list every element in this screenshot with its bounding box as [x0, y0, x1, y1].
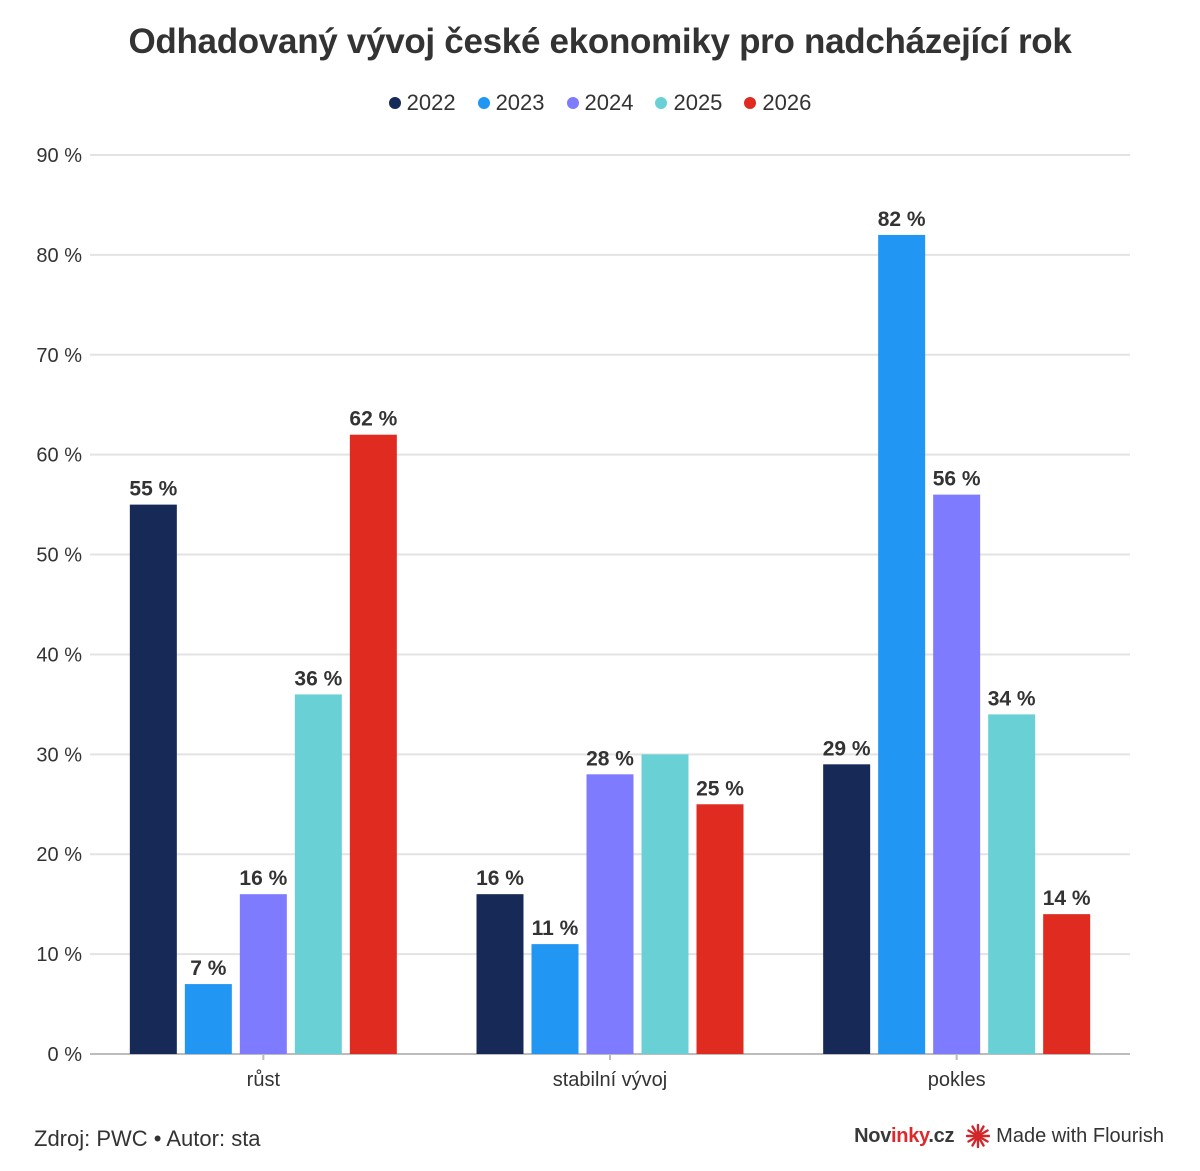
flourish-ray [978, 1125, 985, 1134]
bar-2026-1 [696, 804, 744, 1054]
legend-item-2022[interactable]: 2022 [388, 90, 456, 116]
legend-swatch [388, 97, 401, 109]
legend-item-2024[interactable]: 2024 [566, 90, 634, 116]
source-note: Zdroj: PWC • Autor: sta [34, 1126, 261, 1151]
flourish-ray [967, 1129, 976, 1136]
bar-2022-2 [823, 764, 871, 1054]
legend-label: 2026 [762, 90, 812, 115]
y-tick-label: 80 % [36, 245, 82, 267]
legend-label: 2023 [495, 90, 545, 115]
legend-item-2025[interactable]: 2025 [655, 90, 722, 116]
footer-brand: Novinky.cz Made with Flourish [854, 1124, 1164, 1148]
bar-2025-2 [988, 714, 1036, 1054]
legend-label: 2025 [673, 90, 723, 115]
legend-item-2026[interactable]: 2026 [744, 90, 811, 116]
y-tick-label: 30 % [36, 744, 82, 766]
flourish-ray [980, 1136, 989, 1143]
bar-2022-0 [129, 504, 177, 1055]
data-label: 82 % [878, 208, 926, 231]
novinky-logo[interactable]: Novinky.cz [854, 1124, 955, 1147]
y-tick-label: 40 % [36, 644, 82, 666]
y-tick-label: 10 % [36, 944, 82, 966]
legend: 2022 2023 2024 2025 2026 [0, 90, 1200, 116]
legend-swatch [744, 97, 757, 109]
bar-chart: 0 % 10 % 20 % 30 % 40 % 50 % 60 % 70 % 80 % 90 % 5… [36, 145, 1130, 1091]
x-category-label: růst [247, 1069, 281, 1091]
flourish-ray [967, 1136, 976, 1143]
x-category-label: stabilní vývoj [553, 1069, 668, 1091]
flourish-ray [971, 1138, 978, 1147]
data-label: 56 % [933, 468, 981, 491]
legend-swatch [477, 97, 490, 109]
bar-2024-0 [239, 894, 287, 1054]
y-tick-label: 90 % [36, 145, 82, 167]
flourish-ray [980, 1129, 989, 1136]
x-category-label: pokles [928, 1069, 986, 1091]
bar-2024-2 [933, 494, 981, 1055]
bar-2023-0 [184, 984, 232, 1054]
data-label: 36 % [294, 667, 342, 690]
legend-swatch [655, 97, 668, 109]
y-tick-label: 0 % [48, 1044, 83, 1066]
bar-2025-0 [294, 694, 342, 1054]
bar-2023-1 [531, 944, 579, 1054]
flourish-ray [971, 1125, 978, 1134]
chart-title: Odhadovaný vývoj české ekonomiky pro nad… [128, 22, 1072, 61]
legend-label: 2024 [584, 90, 634, 115]
data-label: 55 % [129, 478, 177, 501]
data-label: 34 % [988, 687, 1036, 710]
legend-label: 2022 [406, 90, 456, 115]
data-label: 28 % [586, 747, 634, 770]
y-tick-label: 50 % [36, 545, 82, 567]
data-label: 29 % [823, 737, 871, 760]
data-label: 11 % [532, 917, 579, 940]
made-with-flourish-link[interactable]: Made with Flourish [996, 1124, 1164, 1147]
legend-swatch [566, 97, 579, 109]
y-tick-label: 60 % [36, 445, 82, 467]
bar-2026-0 [349, 434, 397, 1054]
bar-2022-1 [476, 894, 524, 1054]
bar-2024-1 [586, 774, 634, 1054]
bar-2023-2 [878, 234, 926, 1054]
y-tick-label: 20 % [36, 844, 82, 866]
data-label: 14 % [1043, 887, 1091, 910]
data-label: 62 % [349, 408, 397, 431]
flourish-ray [978, 1138, 985, 1147]
data-label: 16 % [476, 867, 524, 890]
flourish-star-icon [966, 1124, 991, 1148]
data-label: 25 % [696, 777, 744, 800]
bar-2026-2 [1043, 914, 1091, 1054]
data-label: 16 % [239, 867, 287, 890]
bar-2025-1 [641, 754, 689, 1054]
legend-item-2023[interactable]: 2023 [477, 90, 545, 116]
data-label: 7 % [190, 957, 227, 980]
y-tick-label: 70 % [36, 345, 82, 367]
